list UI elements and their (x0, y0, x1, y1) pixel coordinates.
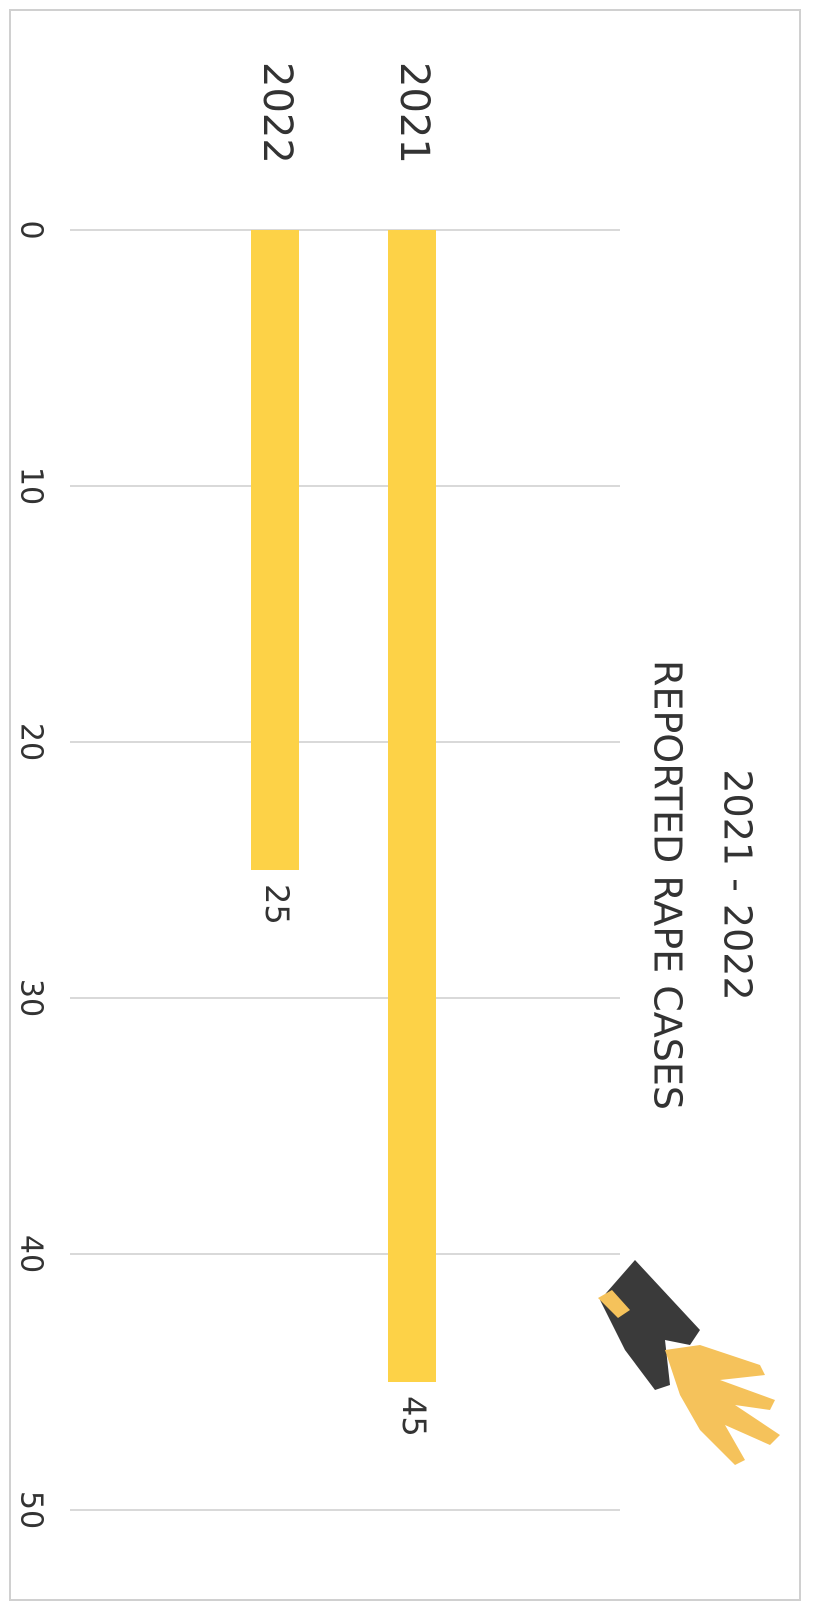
chart-title: 2021 - 2022 (716, 769, 760, 1000)
y-tick-label: 40 (14, 1235, 49, 1273)
bar (388, 230, 436, 1382)
category-label: 2021 (391, 62, 437, 164)
chart-subtitle: REPORTED RAPE CASES (646, 660, 690, 1110)
y-tick-label: 30 (14, 979, 49, 1017)
y-tick-label: 20 (14, 723, 49, 761)
y-tick-label: 10 (14, 467, 49, 505)
hand-icon (598, 1260, 780, 1465)
value-label: 25 (258, 884, 296, 925)
value-label: 45 (395, 1396, 433, 1437)
category-label: 2022 (254, 62, 300, 164)
y-tick-label: 50 (14, 1491, 49, 1529)
y-tick-label: 0 (14, 220, 49, 239)
bar (251, 230, 299, 870)
